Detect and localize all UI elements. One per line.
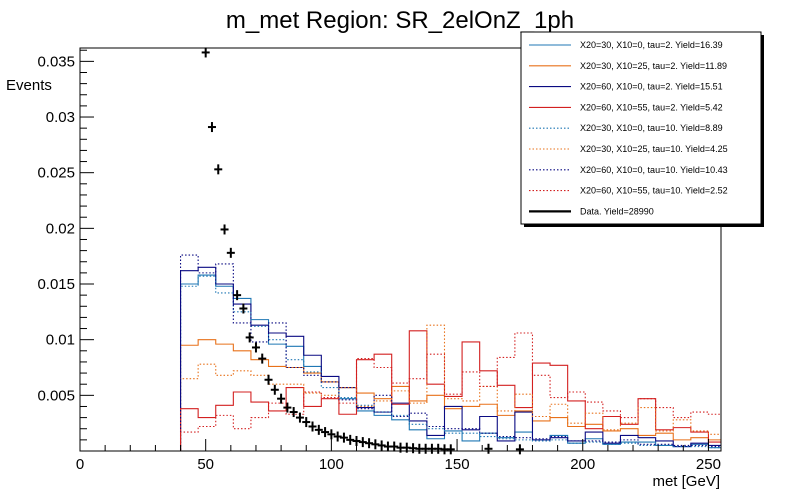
legend-label: Data. Yield=28990 (580, 206, 654, 216)
legend-label: X20=30, X10=0, tau=10. Yield=8.89 (580, 123, 723, 133)
y-tick-label: 0.005 (37, 387, 75, 404)
legend-label: X20=30, X10=25, tau=2. Yield=11.89 (580, 61, 727, 71)
data-point (321, 427, 330, 438)
series-layer (80, 254, 721, 452)
x-tick-label: 0 (76, 456, 84, 473)
data-point (220, 224, 229, 235)
x-tick-label: 200 (570, 456, 595, 473)
data-point (214, 164, 223, 175)
data-point (251, 342, 260, 353)
legend-entry: Data. Yield=28990 (529, 206, 654, 216)
y-axis-label: Events (6, 77, 52, 94)
legend-entry: X20=30, X10=25, tau=10. Yield=4.25 (529, 144, 728, 154)
data-points-layer (201, 47, 524, 455)
data-point (295, 412, 304, 423)
y-tick-label: 0.015 (37, 276, 75, 293)
axes-layer: 0 50 100 150 200 250 0.005 0.01 0.015 0.02 0.025 0.… (37, 49, 721, 473)
data-point (358, 437, 367, 448)
x-axis-label: met [GeV] (652, 473, 720, 490)
legend-label: X20=60, X10=55, tau=2. Yield=5.42 (580, 102, 723, 112)
data-point (333, 431, 342, 442)
x-tick-label: 100 (319, 456, 344, 473)
plot-frame (79, 47, 722, 452)
data-point (264, 374, 273, 385)
legend-label: X20=60, X10=55, tau=10. Yield=2.52 (580, 186, 728, 196)
data-point (277, 393, 286, 404)
data-point (352, 435, 361, 446)
legend-label: X20=30, X10=0, tau=2. Yield=16.39 (580, 40, 723, 50)
legend-entry: X20=30, X10=0, tau=2. Yield=16.39 (529, 40, 723, 50)
x-tick-label: 250 (696, 456, 721, 473)
data-point (289, 407, 298, 418)
y-tick-label: 0.03 (46, 109, 75, 126)
data-point (484, 443, 493, 454)
data-point (226, 247, 235, 258)
data-point (308, 421, 317, 432)
x-tick-label: 50 (197, 456, 214, 473)
data-point (270, 384, 279, 395)
data-point (233, 290, 242, 301)
y-tick-label: 0.01 (46, 332, 75, 349)
y-tick-label: 0.02 (46, 220, 75, 237)
legend-entry: X20=60, X10=55, tau=10. Yield=2.52 (529, 186, 728, 196)
data-point (371, 439, 380, 450)
series-line-4 (80, 330, 721, 452)
series-line-2 (80, 339, 721, 452)
data-point (245, 332, 254, 343)
legend-entry: X20=30, X10=0, tau=10. Yield=8.89 (529, 123, 723, 133)
series-line-3 (80, 266, 721, 452)
data-point (239, 303, 248, 314)
data-point (302, 417, 311, 428)
legend: X20=30, X10=0, tau=2. Yield=16.39 X20=30,… (520, 31, 764, 227)
legend-label: X20=60, X10=0, tau=2. Yield=15.51 (580, 82, 723, 92)
x-tick-label: 150 (445, 456, 470, 473)
chart-title: m_met Region: SR_2elOnZ_1ph (226, 7, 574, 34)
data-point (314, 424, 323, 435)
data-point (207, 122, 216, 133)
data-point (283, 402, 292, 413)
data-point (346, 434, 355, 445)
y-tick-label: 0.035 (37, 53, 75, 70)
legend-label: X20=60, X10=0, tau=10. Yield=10.43 (580, 165, 728, 175)
legend-entry: X20=60, X10=0, tau=10. Yield=10.43 (529, 165, 728, 175)
data-point (327, 429, 336, 440)
legend-label: X20=30, X10=25, tau=10. Yield=4.25 (580, 144, 728, 154)
data-point (365, 438, 374, 449)
data-point (446, 444, 455, 455)
data-point (258, 353, 267, 364)
legend-entries: X20=30, X10=0, tau=2. Yield=16.39 X20=30,… (529, 40, 728, 216)
y-tick-label: 0.025 (37, 165, 75, 182)
series-line-6 (80, 324, 721, 452)
data-point (201, 47, 210, 58)
data-point (515, 444, 524, 455)
legend-entry: X20=30, X10=25, tau=2. Yield=11.89 (529, 61, 727, 71)
legend-entry: X20=60, X10=0, tau=2. Yield=15.51 (529, 82, 723, 92)
legend-entry: X20=60, X10=55, tau=2. Yield=5.42 (529, 102, 723, 112)
data-point (390, 441, 399, 452)
data-point (339, 432, 348, 443)
